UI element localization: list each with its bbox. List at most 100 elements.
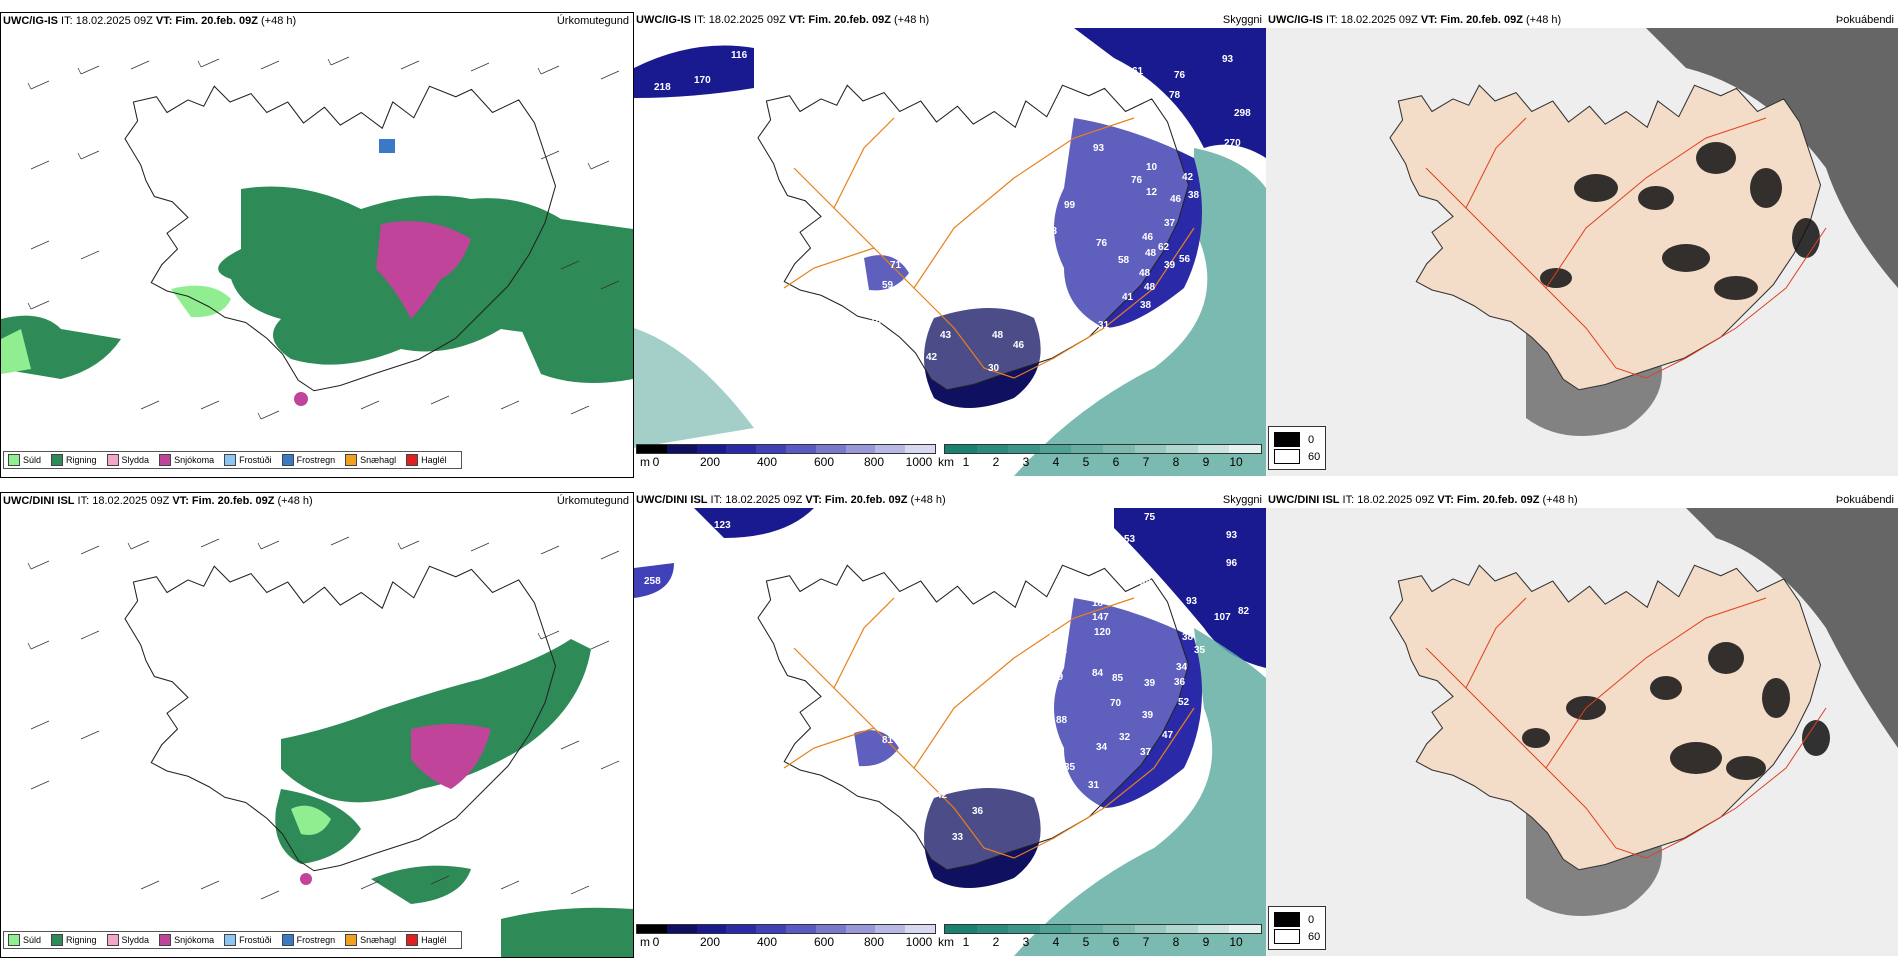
panel-title: Þokuábendi — [1835, 14, 1894, 26]
legend-item: Snæhagl — [345, 454, 396, 466]
svg-text:93: 93 — [1186, 596, 1198, 607]
svg-text:39: 39 — [1144, 678, 1156, 689]
svg-text:77: 77 — [754, 65, 766, 76]
svg-text:58: 58 — [1118, 255, 1130, 266]
wind-barbs — [27, 56, 620, 420]
svg-text:71: 71 — [890, 260, 902, 271]
svg-text:31: 31 — [1088, 780, 1100, 791]
svg-text:38: 38 — [1188, 190, 1200, 201]
svg-text:102: 102 — [910, 256, 927, 267]
svg-text:62: 62 — [1158, 242, 1170, 253]
svg-text:84: 84 — [1092, 668, 1104, 679]
fog-legend: 0 60 — [1268, 906, 1327, 950]
svg-text:76: 76 — [1174, 70, 1186, 81]
precip-map — [1, 56, 633, 420]
ceiling-map: 116 218 170 77 61 76 93 78 298 270 93 76… — [634, 28, 1266, 476]
precip-map — [27, 536, 633, 957]
svg-text:96: 96 — [1226, 558, 1238, 569]
svg-text:78: 78 — [1169, 90, 1181, 101]
svg-text:35: 35 — [1194, 645, 1206, 656]
panel-title: Skyggni — [1222, 494, 1262, 506]
svg-text:10: 10 — [1146, 162, 1158, 173]
svg-text:170: 170 — [694, 75, 711, 86]
svg-text:30: 30 — [988, 363, 1000, 374]
svg-text:93: 93 — [1222, 54, 1234, 65]
legend-item: Frostregn — [281, 454, 335, 466]
svg-text:39: 39 — [1164, 260, 1176, 271]
legend-item: Haglél — [406, 934, 447, 946]
svg-text:87: 87 — [1054, 277, 1066, 288]
svg-text:107: 107 — [1214, 612, 1231, 623]
svg-text:46: 46 — [1142, 232, 1154, 243]
svg-text:34: 34 — [1064, 806, 1076, 817]
svg-text:93: 93 — [1093, 143, 1105, 154]
visibility-colorbar: km 1 2 3 4 5 6 7 8 9 10 — [938, 924, 1262, 950]
precip-areas — [275, 639, 633, 957]
svg-text:36: 36 — [1174, 677, 1186, 688]
svg-text:76: 76 — [1096, 238, 1108, 249]
legend-item: Frostúði — [224, 454, 272, 466]
ceiling-colorbar: m 0 200 400 600 800 1000 — [636, 924, 936, 950]
cloud-base-values: 75 123 53 93 96 258 48 93 82 107 18 147 … — [644, 512, 1250, 883]
svg-text:46: 46 — [1013, 340, 1025, 351]
svg-text:298: 298 — [1234, 108, 1251, 119]
svg-text:41: 41 — [1122, 292, 1134, 303]
svg-text:32: 32 — [1119, 732, 1131, 743]
svg-text:52: 52 — [1178, 697, 1190, 708]
visibility-colorbar: km 1 2 3 4 5 6 7 8 9 10 — [938, 444, 1262, 470]
svg-text:130: 130 — [1016, 722, 1033, 733]
svg-text:33: 33 — [952, 832, 964, 843]
svg-text:38: 38 — [1182, 632, 1194, 643]
svg-text:70: 70 — [1110, 698, 1122, 709]
svg-text:53: 53 — [1124, 534, 1136, 545]
svg-text:48: 48 — [1140, 578, 1152, 589]
svg-text:34: 34 — [1176, 662, 1188, 673]
legend-item: Súld — [8, 934, 41, 946]
precip-type-panel-row2: UWC/DINI ISL IT: 18.02.2025 09Z VT: Fim.… — [0, 492, 634, 958]
legend-item: Haglél — [406, 454, 447, 466]
panel-header: UWC/IG-IS IT: 18.02.2025 09Z VT: Fim. 20… — [1268, 14, 1562, 26]
panel-header: UWC/DINI ISL IT: 18.02.2025 09Z VT: Fim.… — [1268, 494, 1578, 506]
legend-item: Súld — [8, 454, 41, 466]
svg-text:99: 99 — [1064, 200, 1076, 211]
svg-text:59: 59 — [882, 280, 894, 291]
ceiling-map: 75 123 53 93 96 258 48 93 82 107 18 147 … — [634, 508, 1266, 956]
legend-item: Frostregn — [281, 934, 335, 946]
svg-text:42: 42 — [926, 352, 938, 363]
svg-text:85: 85 — [1112, 673, 1124, 684]
legend-item: Frostúði — [224, 934, 272, 946]
svg-text:383: 383 — [906, 778, 923, 789]
legend-item: Snjókoma — [159, 454, 214, 466]
svg-text:48: 48 — [992, 330, 1004, 341]
legend-item: Rigning — [51, 454, 97, 466]
svg-text:18: 18 — [1092, 598, 1104, 609]
svg-text:56: 56 — [1179, 254, 1191, 265]
precip-legend: Súld Rigning Slydda Snjókoma Frostúði Fr… — [3, 931, 462, 949]
svg-text:68: 68 — [1021, 240, 1033, 251]
fog-blobs — [1540, 142, 1820, 300]
svg-text:270: 270 — [1224, 138, 1241, 149]
svg-text:75: 75 — [1144, 512, 1156, 523]
legend-item: Snjókoma — [159, 934, 214, 946]
svg-text:100: 100 — [1012, 274, 1029, 285]
svg-text:37: 37 — [910, 376, 922, 387]
svg-text:25: 25 — [906, 856, 918, 867]
fog-legend: 0 60 — [1268, 426, 1327, 470]
svg-text:93: 93 — [1226, 530, 1238, 541]
panel-header: UWC/IG-IS IT: 18.02.2025 09Z VT: Fim. 20… — [3, 15, 297, 27]
panel-title: Skyggni — [1222, 14, 1262, 26]
svg-text:116: 116 — [731, 50, 748, 61]
svg-text:82: 82 — [1238, 606, 1250, 617]
svg-text:22: 22 — [906, 398, 918, 409]
wind-barbs — [27, 536, 620, 900]
road-network — [783, 597, 1195, 859]
svg-text:147: 147 — [1092, 612, 1109, 623]
svg-text:47: 47 — [1162, 730, 1174, 741]
precip-legend: Súld Rigning Slydda Snjókoma Frostúði Fr… — [3, 451, 462, 469]
precip-areas — [1, 139, 633, 406]
svg-text:185: 185 — [870, 316, 887, 327]
ceiling-visibility-panel-row1: UWC/IG-IS IT: 18.02.2025 09Z VT: Fim. 20… — [634, 12, 1266, 476]
svg-text:67: 67 — [1056, 650, 1068, 661]
svg-text:258: 258 — [644, 576, 661, 587]
svg-text:38: 38 — [1140, 300, 1152, 311]
